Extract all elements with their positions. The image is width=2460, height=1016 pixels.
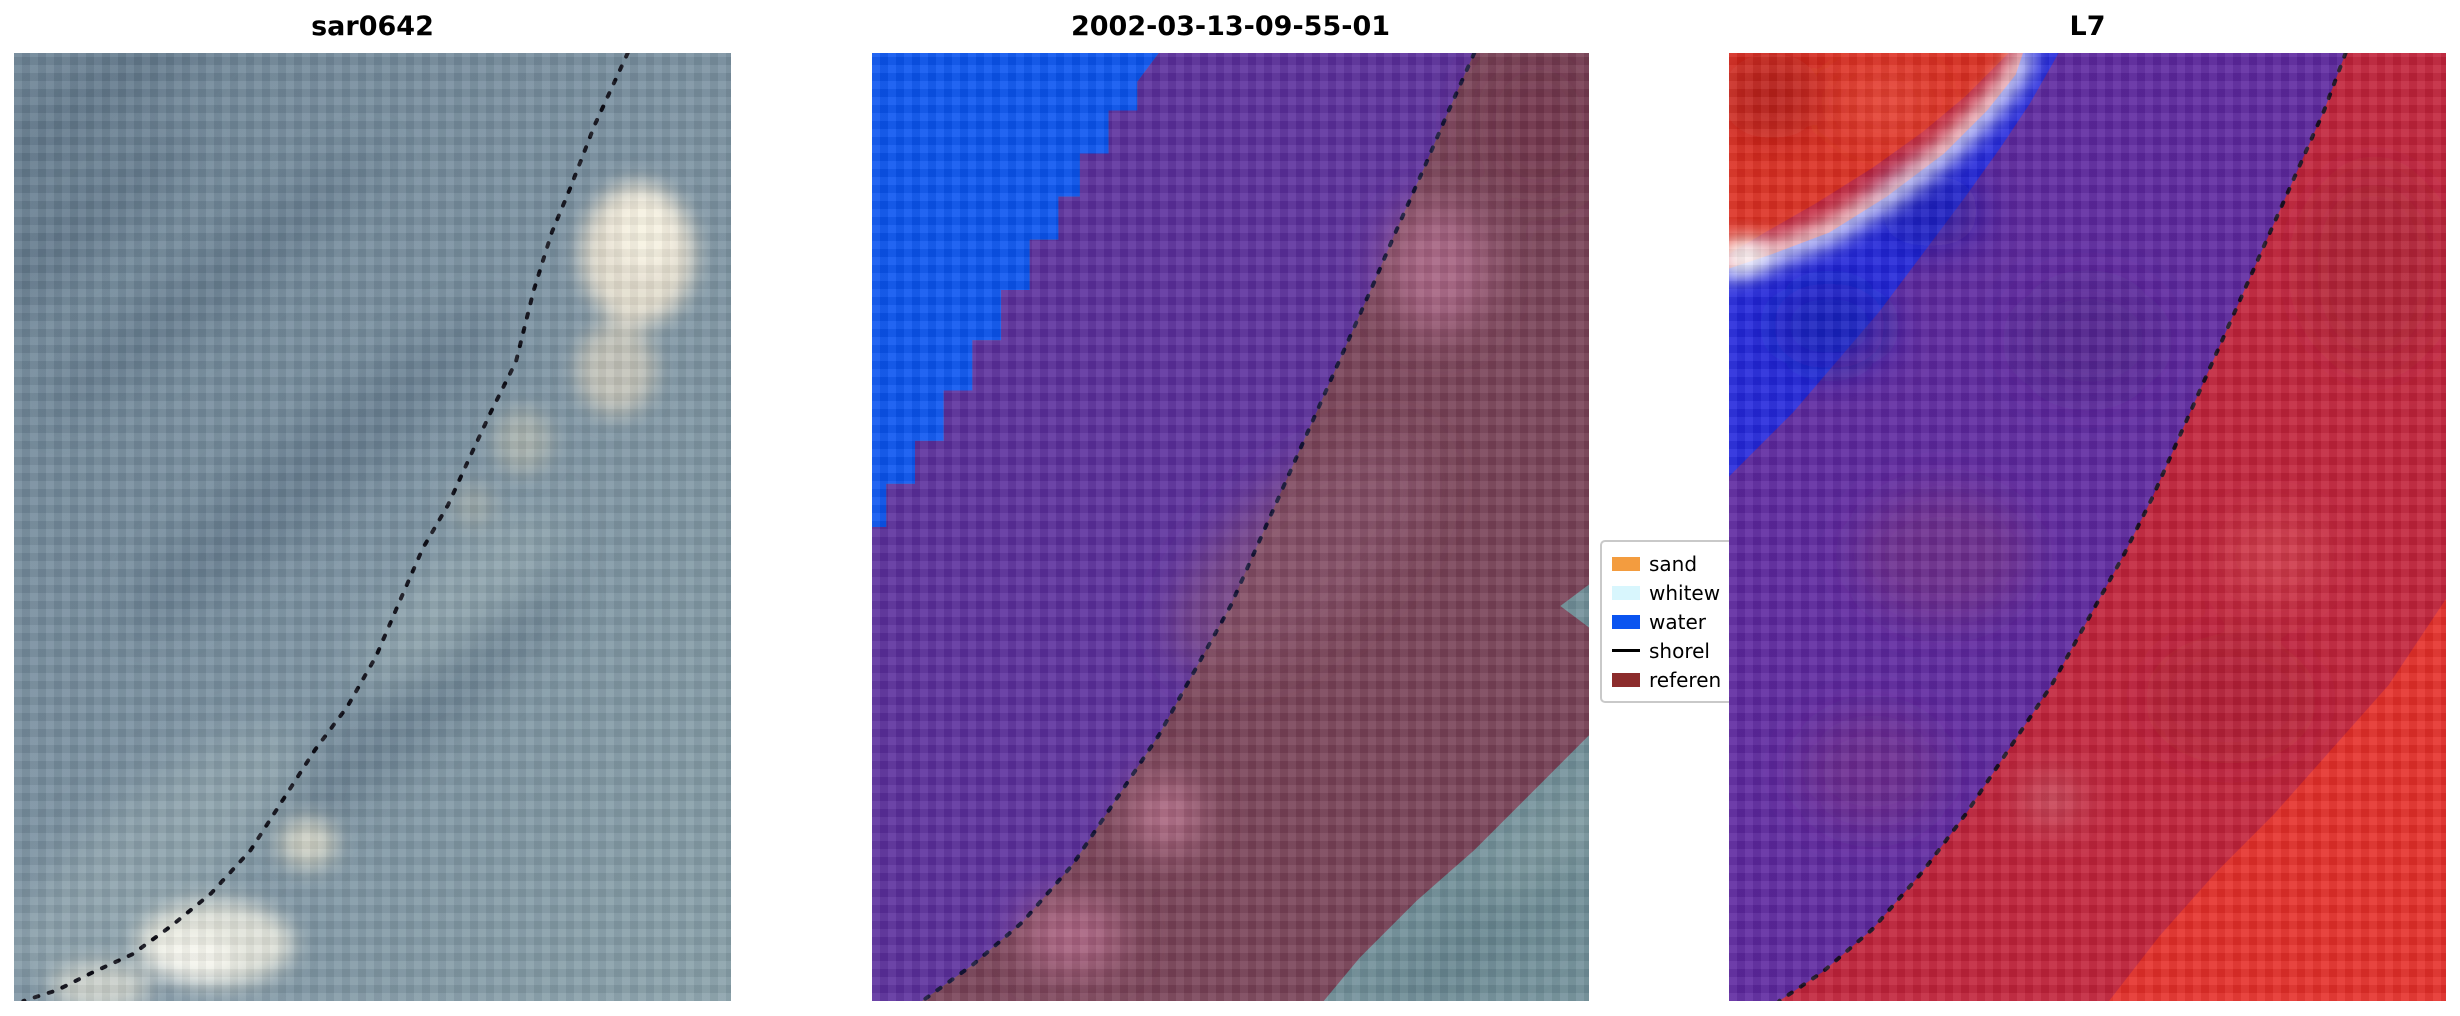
legend-color-swatch: [1612, 585, 1640, 600]
panel-l7: L7: [1729, 0, 2446, 1001]
legend-label: shorel: [1649, 638, 1710, 663]
legend-entry-whitew: whitew: [1612, 578, 1813, 607]
classification-image: [872, 53, 1589, 1001]
legend-label: sand: [1649, 551, 1698, 576]
legend-line-swatch: [1612, 649, 1640, 652]
classified-band-region: [872, 53, 1475, 1001]
sar-image: [14, 53, 731, 1001]
legend-label: water: [1649, 609, 1706, 634]
sar-image-svg: [14, 53, 731, 1001]
legend-color-swatch: [1612, 672, 1640, 687]
shoreline-dotted-line: [920, 53, 1477, 1001]
panel-title-date: 2002-03-13-09-55-01: [1070, 11, 1391, 42]
legend-entry-water: water: [1612, 607, 1813, 636]
legend-label: whitew: [1649, 580, 1721, 605]
legend-entry-shorel: shorel: [1612, 636, 1813, 665]
panel-title-l7: L7: [2069, 11, 2106, 42]
legend-color-swatch: [1612, 556, 1640, 571]
legend-entry-referen: referen: [1612, 665, 1813, 694]
panel-sar: sar0642: [14, 0, 731, 1001]
legend-label: referen: [1649, 667, 1722, 692]
panel-title-sar: sar0642: [311, 11, 434, 42]
blue-region: [1729, 53, 2059, 477]
white-streak: [1729, 53, 2033, 278]
l7-image-svg: [1729, 53, 2446, 1001]
bright-red-region: [2109, 598, 2446, 1001]
panel-classification: 2002-03-13-09-55-01: [872, 0, 1589, 1001]
legend-color-swatch: [1612, 614, 1640, 629]
classification-image-svg: [872, 53, 1589, 1001]
shoreline-dotted-line: [21, 53, 630, 1001]
legend-entry-sand: sand: [1612, 549, 1813, 578]
shoreline-dotted-line: [1777, 53, 2348, 1001]
l7-image: [1729, 53, 2446, 1001]
